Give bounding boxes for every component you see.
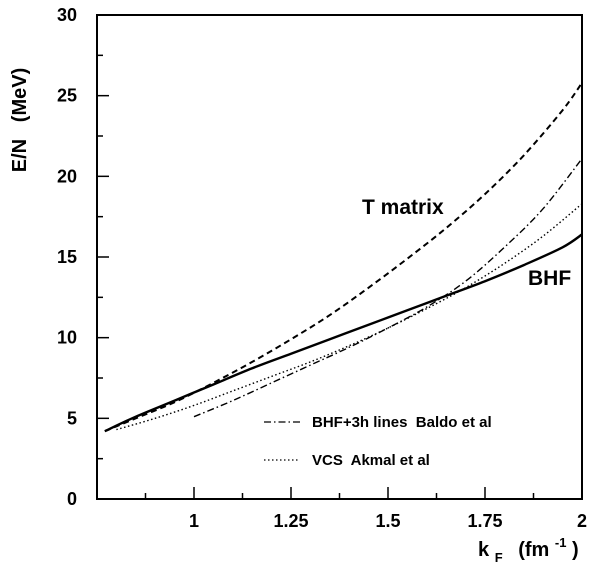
series-line-bhf	[104, 233, 583, 433]
series-line-tmatrix	[104, 82, 583, 433]
x-tick-label: 1.75	[467, 511, 502, 531]
y-tick-label: 20	[57, 166, 77, 186]
series-lines	[104, 82, 583, 433]
annotation-t-matrix: T matrix	[362, 196, 444, 219]
x-tick-label: 1.5	[375, 511, 400, 531]
x-axis-title-sub: F	[495, 550, 503, 565]
y-tick-label: 25	[57, 86, 77, 106]
annotation-bhf: BHF	[528, 267, 571, 290]
y-tick-label: 15	[57, 247, 77, 267]
series-line-bhf3h	[193, 158, 583, 418]
x-axis-title-unit: (fm	[518, 539, 549, 561]
x-tick-label: 2	[577, 511, 587, 531]
y-tick-label: 10	[57, 328, 77, 348]
y-tick-label: 30	[57, 5, 77, 25]
legend-label-vcs: VCS Akmal et al	[312, 452, 430, 469]
x-axis-title-main: k	[478, 539, 490, 561]
x-axis-title-unit-close: )	[572, 539, 579, 561]
y-tick-label: 5	[67, 408, 77, 428]
series-line-vcs	[116, 203, 583, 431]
x-tick-label: 1	[189, 511, 199, 531]
y-axis-title: E/N (MeV)	[9, 68, 31, 172]
x-axis-title: k F (fm -1 )	[478, 530, 579, 567]
legend: BHF+3h lines Baldo et al VCS Akmal et al	[264, 414, 492, 469]
x-axis-title-unit-exponent: -1	[555, 535, 567, 550]
x-tick-label: 1.25	[273, 511, 308, 531]
y-tick-label: 0	[67, 489, 77, 509]
axis-ticks	[96, 14, 583, 500]
legend-label-bhf3h: BHF+3h lines Baldo et al	[312, 414, 492, 431]
